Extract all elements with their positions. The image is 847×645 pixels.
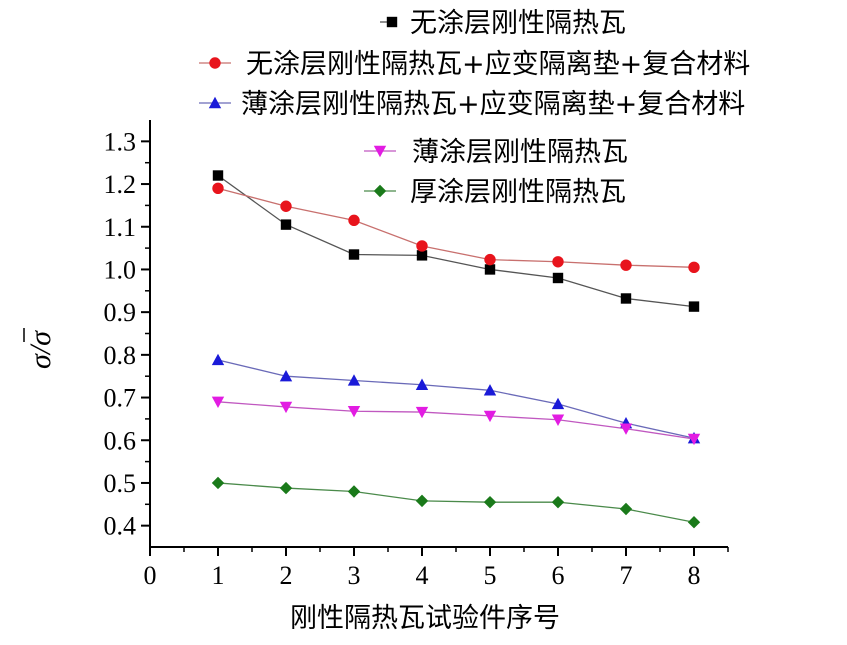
data-point xyxy=(415,378,429,390)
series-layer xyxy=(211,170,701,529)
axes: 0.4 0.5 0.6 0.7 0.8 0.9 1.0 1.1 1.2 1.3 0 1 2 3 4 5 6 7 8 xyxy=(104,120,729,590)
legend-marker xyxy=(386,16,398,28)
data-point xyxy=(280,219,292,230)
legend-marker xyxy=(208,96,222,109)
legend-label: 无涂层刚性隔热瓦+应变隔离垫+复合材料 xyxy=(246,49,750,80)
data-point xyxy=(687,433,701,446)
x-tick-label: 7 xyxy=(620,561,633,590)
data-point xyxy=(687,516,701,529)
x-tick-label: 4 xyxy=(416,561,429,590)
series-line xyxy=(217,187,695,268)
data-point xyxy=(483,384,497,396)
x-tick-label: 3 xyxy=(348,561,361,590)
data-point xyxy=(211,353,225,366)
legend-label: 薄涂层刚性隔热瓦 xyxy=(412,137,628,168)
data-point xyxy=(619,423,633,435)
data-point xyxy=(552,256,564,268)
legend: 无涂层刚性隔热瓦无涂层刚性隔热瓦+应变隔离垫+复合材料薄涂层刚性隔热瓦+应变隔离… xyxy=(199,8,750,208)
legend-item-2: 无涂层刚性隔热瓦+应变隔离垫+复合材料 xyxy=(199,49,750,80)
y-tick-label: 1.0 xyxy=(104,255,137,284)
x-tick-label: 6 xyxy=(552,561,565,590)
data-point xyxy=(551,495,565,509)
legend-label: 薄涂层刚性隔热瓦+应变隔离垫+复合材料 xyxy=(241,89,745,120)
data-point xyxy=(484,264,496,275)
legend-item-3: 薄涂层刚性隔热瓦+应变隔离垫+复合材料 xyxy=(199,89,745,120)
series-2 xyxy=(212,182,700,274)
data-point xyxy=(279,370,293,382)
x-tick-label: 8 xyxy=(688,561,701,590)
x-tick-label: 1 xyxy=(212,561,225,590)
data-point xyxy=(620,259,632,271)
data-point xyxy=(620,293,632,304)
series-line xyxy=(217,401,695,440)
data-point xyxy=(348,214,360,227)
data-point xyxy=(415,406,429,419)
data-point xyxy=(619,502,633,516)
data-point xyxy=(279,481,293,495)
x-axis-title: 刚性隔热瓦试验件序号 xyxy=(290,603,560,634)
data-point xyxy=(483,495,497,509)
data-point xyxy=(280,200,292,212)
legend-marker xyxy=(373,184,387,198)
data-point xyxy=(415,494,429,508)
data-point xyxy=(483,410,497,423)
legend-marker xyxy=(373,145,387,158)
y-tick-label: 0.8 xyxy=(104,341,137,370)
data-point xyxy=(211,396,225,409)
data-point xyxy=(688,301,700,312)
y-tick-label: 0.9 xyxy=(104,298,137,327)
y-tick-label: 0.4 xyxy=(104,512,137,541)
y-tick-label: 1.1 xyxy=(104,213,137,242)
legend-item-4: 薄涂层刚性隔热瓦 xyxy=(364,137,628,168)
data-point xyxy=(348,249,360,260)
data-point xyxy=(212,182,224,195)
y-tick-label: 0.5 xyxy=(104,469,137,498)
legend-label: 无涂层刚性隔热瓦 xyxy=(410,8,626,39)
legend-item-1: 无涂层刚性隔热瓦 xyxy=(380,8,626,39)
y-tick-label: 1.2 xyxy=(104,170,137,199)
data-point xyxy=(551,414,565,426)
x-tick-label: 0 xyxy=(144,561,157,590)
y-axis-title: σ/σ xyxy=(23,328,57,369)
data-point xyxy=(347,485,361,498)
data-point xyxy=(416,250,428,261)
data-point xyxy=(551,397,565,410)
series-line xyxy=(217,174,695,308)
data-point xyxy=(347,374,361,386)
x-tick-label: 5 xyxy=(484,561,497,590)
y-tick-label: 0.7 xyxy=(104,384,137,413)
legend-label: 厚涂层刚性隔热瓦 xyxy=(410,177,626,208)
svg-text:σ/σ: σ/σ xyxy=(24,330,57,369)
series-1 xyxy=(212,170,700,312)
legend-item-5: 厚涂层刚性隔热瓦 xyxy=(364,177,626,208)
data-point xyxy=(552,272,564,284)
series-line xyxy=(217,359,695,439)
data-point xyxy=(279,401,293,414)
legend-marker xyxy=(209,57,221,69)
data-point xyxy=(347,406,361,418)
data-point xyxy=(416,240,428,252)
x-tick-label: 2 xyxy=(280,561,293,590)
data-point xyxy=(688,261,700,274)
data-point xyxy=(212,170,224,181)
series-4 xyxy=(211,396,701,446)
series-5 xyxy=(211,476,701,529)
y-tick-label: 1.3 xyxy=(104,127,137,156)
series-line xyxy=(217,482,695,523)
data-point xyxy=(211,476,225,490)
y-tick-label: 0.6 xyxy=(104,426,137,455)
data-point xyxy=(484,253,496,266)
